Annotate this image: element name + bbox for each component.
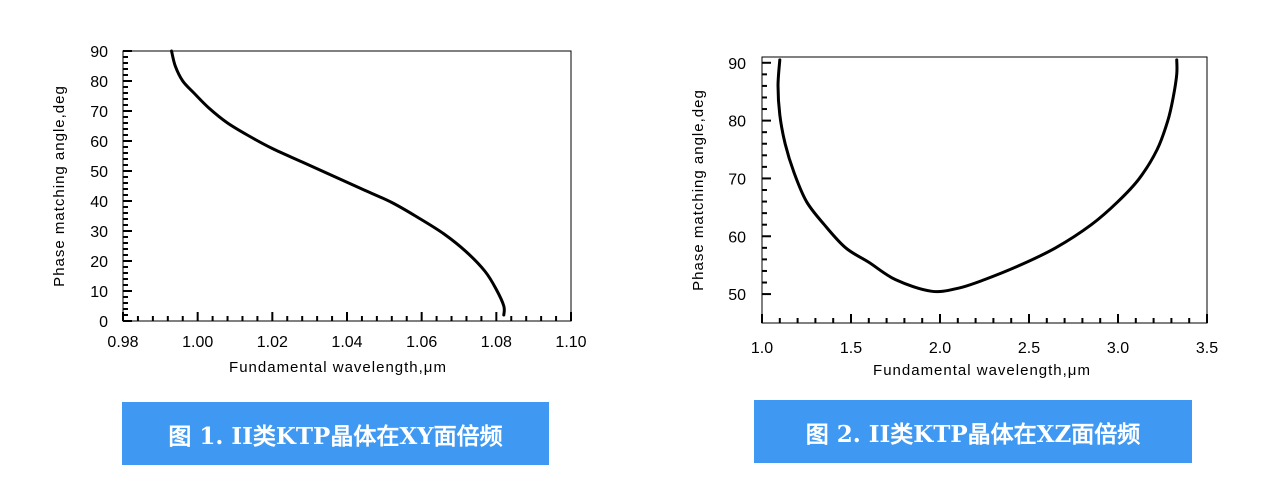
- y-axis-title: Phase matching angle,deg: [690, 89, 707, 291]
- x-tick-label: 1.06: [406, 334, 437, 351]
- x-tick-label: 1.5: [840, 340, 862, 357]
- x-axis-title: Fundamental wavelength,μm: [229, 359, 447, 376]
- x-tick-label: 1.00: [182, 334, 213, 351]
- x-tick-label: 3.5: [1196, 340, 1218, 357]
- y-tick-label: 80: [90, 74, 108, 91]
- y-tick-label: 80: [728, 114, 746, 131]
- x-tick-label: 1.08: [481, 334, 512, 351]
- y-tick-label: 30: [90, 224, 108, 241]
- y-tick-label: 70: [90, 104, 108, 121]
- x-tick-label: 1.10: [555, 334, 586, 351]
- caption-figure-1: 图 1. II类KTP晶体在XY面倍频: [122, 402, 549, 465]
- y-tick-label: 90: [728, 56, 746, 73]
- y-tick-label: 20: [90, 254, 108, 271]
- x-tick-label: 3.0: [1107, 340, 1129, 357]
- y-tick-label: 50: [90, 164, 108, 181]
- y-tick-label: 60: [90, 134, 108, 151]
- phase-matching-curve: [170, 49, 506, 317]
- x-tick-label: 2.0: [929, 340, 951, 357]
- x-axis-title: Fundamental wavelength,μm: [873, 362, 1091, 379]
- x-tick-label: 1.02: [257, 334, 288, 351]
- y-tick-label: 10: [90, 284, 108, 301]
- y-tick-label: 50: [728, 287, 746, 304]
- x-tick-label: 0.98: [107, 334, 138, 351]
- x-tick-label: 1.0: [751, 340, 773, 357]
- chart-1-xy-plane: 0.98 1.00 1.02 1.04 1.06 1.08 1.10 0 10 20 30 40 50 6…: [51, 44, 587, 376]
- y-tick-label: 90: [90, 44, 108, 61]
- x-tick-label: 1.04: [331, 334, 362, 351]
- y-axis-title: Phase matching angle,deg: [51, 85, 68, 287]
- y-tick-label: 40: [90, 194, 108, 211]
- caption-figure-2: 图 2. II类KTP晶体在XZ面倍频: [754, 400, 1192, 463]
- y-tick-label: 70: [728, 171, 746, 188]
- plot-frame: [122, 50, 572, 322]
- chart-2-xz-plane: 1.0 1.5 2.0 2.5 3.0 3.5 50 60 70 80 90 Fundamental …: [690, 56, 1218, 379]
- x-tick-label: 2.5: [1018, 340, 1040, 357]
- plot-frame: [761, 56, 1208, 324]
- phase-matching-curve: [776, 58, 1179, 294]
- y-tick-label: 60: [728, 229, 746, 246]
- y-tick-label: 0: [99, 314, 108, 331]
